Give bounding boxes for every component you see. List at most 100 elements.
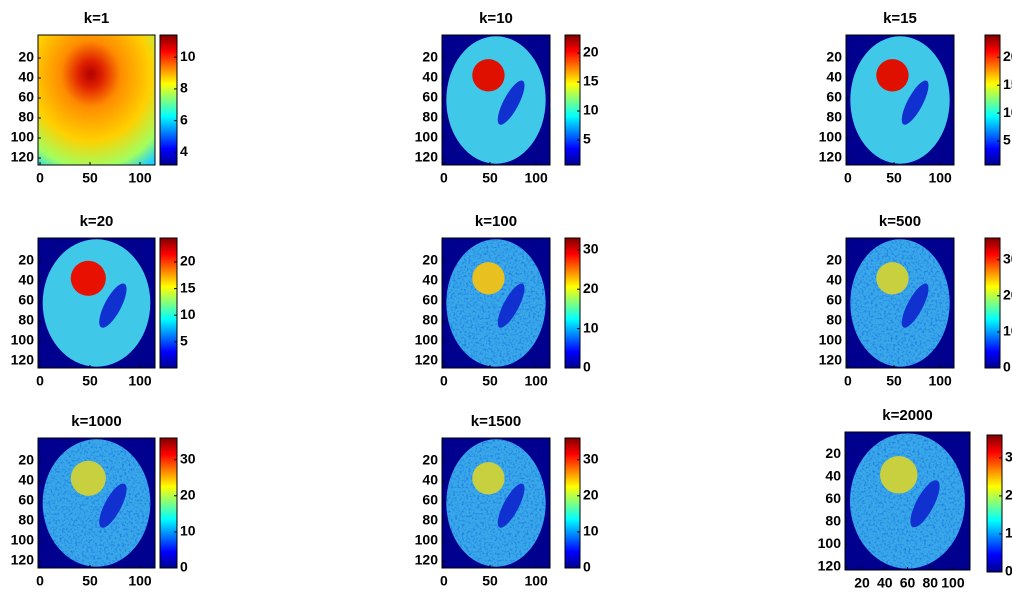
panel-title: k=20 <box>80 213 114 230</box>
colorbar <box>159 437 178 569</box>
lesion <box>70 460 106 496</box>
x-tick-label: 50 <box>82 573 98 589</box>
colorbar-tick-label: 10 <box>180 523 196 539</box>
y-tick-label: 100 <box>818 535 842 551</box>
colorbar-tick-label: 30 <box>1005 449 1012 465</box>
y-tick-label: 60 <box>18 89 34 105</box>
y-tick-label: 20 <box>18 252 34 268</box>
colorbar-tick-label: 5 <box>180 333 188 349</box>
y-tick-label: 120 <box>819 352 843 368</box>
x-tick-label: 20 <box>854 575 870 591</box>
colorbar-tick-label: 10 <box>583 319 599 335</box>
colorbar-tick-label: 10 <box>180 48 196 64</box>
y-tick-label: 20 <box>422 49 438 65</box>
image-panel: k=20 0 50 100 20 40 60 80 100 120 5 10 15 20 <box>11 213 196 389</box>
axes-frame <box>845 237 955 369</box>
x-tick-label: 50 <box>82 170 98 186</box>
y-tick-label: 120 <box>818 557 842 573</box>
x-tick-label: 50 <box>482 573 498 589</box>
colorbar-tick-label: 15 <box>180 279 196 295</box>
panel-title: k=1 <box>84 10 109 27</box>
colorbar-tick-label: 20 <box>1003 286 1012 302</box>
colorbar-tick-label: 20 <box>1003 48 1012 64</box>
lesion <box>876 59 909 92</box>
y-tick-label: 60 <box>422 292 438 308</box>
colorbar <box>564 237 581 369</box>
x-tick-label: 80 <box>922 575 938 591</box>
panel-title: k=500 <box>879 213 921 230</box>
y-tick-label: 20 <box>826 252 842 268</box>
y-tick-label: 40 <box>422 272 438 288</box>
colorbar-tick-label: 15 <box>583 73 599 89</box>
y-tick-label: 120 <box>415 149 439 165</box>
x-tick-label: 100 <box>128 170 152 186</box>
y-tick-label: 100 <box>415 129 439 145</box>
axes-frame <box>37 34 156 166</box>
colorbar-tick-label: 10 <box>180 306 196 322</box>
phantom-noise <box>42 439 151 567</box>
x-tick-label: 100 <box>128 373 152 389</box>
cavity <box>901 80 929 125</box>
y-tick-label: 20 <box>18 452 34 468</box>
y-tick-label: 60 <box>825 490 841 506</box>
phantom <box>850 36 950 164</box>
colorbar-tick-label: 30 <box>583 450 599 466</box>
x-tick-label: 40 <box>877 575 893 591</box>
colorbar-tick-label: 5 <box>1003 132 1011 148</box>
x-tick-label: 100 <box>928 170 952 186</box>
y-tick-label: 80 <box>825 512 841 528</box>
y-tick-label: 80 <box>422 512 438 528</box>
lesion <box>880 456 918 494</box>
image <box>38 35 155 165</box>
colorbar <box>159 34 178 166</box>
x-tick-label: 50 <box>482 170 498 186</box>
axes-frame <box>37 437 156 569</box>
colorbar-tick-label: 10 <box>1003 323 1012 339</box>
y-tick-label: 100 <box>415 532 439 548</box>
x-tick-label: 100 <box>128 573 152 589</box>
axes-frame <box>441 237 551 369</box>
phantom-noise <box>850 433 965 569</box>
axes-frame <box>845 34 955 166</box>
x-tick-label: 100 <box>524 170 548 186</box>
y-tick-label: 20 <box>825 445 841 461</box>
panel-title: k=1000 <box>71 413 121 430</box>
x-tick-label: 0 <box>844 170 852 186</box>
x-tick-label: 60 <box>900 575 916 591</box>
y-tick-label: 100 <box>415 332 439 348</box>
y-tick-label: 100 <box>819 129 843 145</box>
colorbar-tick-label: 4 <box>180 143 188 159</box>
lesion <box>472 59 505 92</box>
x-tick-label: 0 <box>844 373 852 389</box>
lesion <box>472 462 505 495</box>
colorbar-tick-label: 20 <box>583 486 599 502</box>
y-tick-label: 60 <box>18 492 34 508</box>
colorbar-tick-label: 6 <box>180 111 188 127</box>
phantom-noise <box>850 239 950 367</box>
y-tick-label: 120 <box>11 352 35 368</box>
cavity <box>497 483 525 528</box>
cavity <box>99 283 127 328</box>
y-tick-label: 60 <box>422 492 438 508</box>
colorbar <box>564 34 581 166</box>
phantom <box>42 239 151 367</box>
x-tick-label: 0 <box>36 170 44 186</box>
y-tick-label: 60 <box>422 89 438 105</box>
panel-title: k=10 <box>479 10 513 27</box>
y-tick-label: 20 <box>826 49 842 65</box>
x-tick-label: 0 <box>440 373 448 389</box>
colorbar <box>984 237 1001 369</box>
x-tick-label: 100 <box>928 373 952 389</box>
y-tick-label: 100 <box>11 532 35 548</box>
y-tick-label: 120 <box>11 552 35 568</box>
colorbar-tick-label: 20 <box>180 486 196 502</box>
y-tick-label: 80 <box>18 512 34 528</box>
y-tick-label: 40 <box>18 69 34 85</box>
colorbar-tick-label: 20 <box>583 44 599 60</box>
x-tick-label: 50 <box>886 373 902 389</box>
colorbar-tick-label: 20 <box>583 280 599 296</box>
colorbar <box>564 437 581 569</box>
